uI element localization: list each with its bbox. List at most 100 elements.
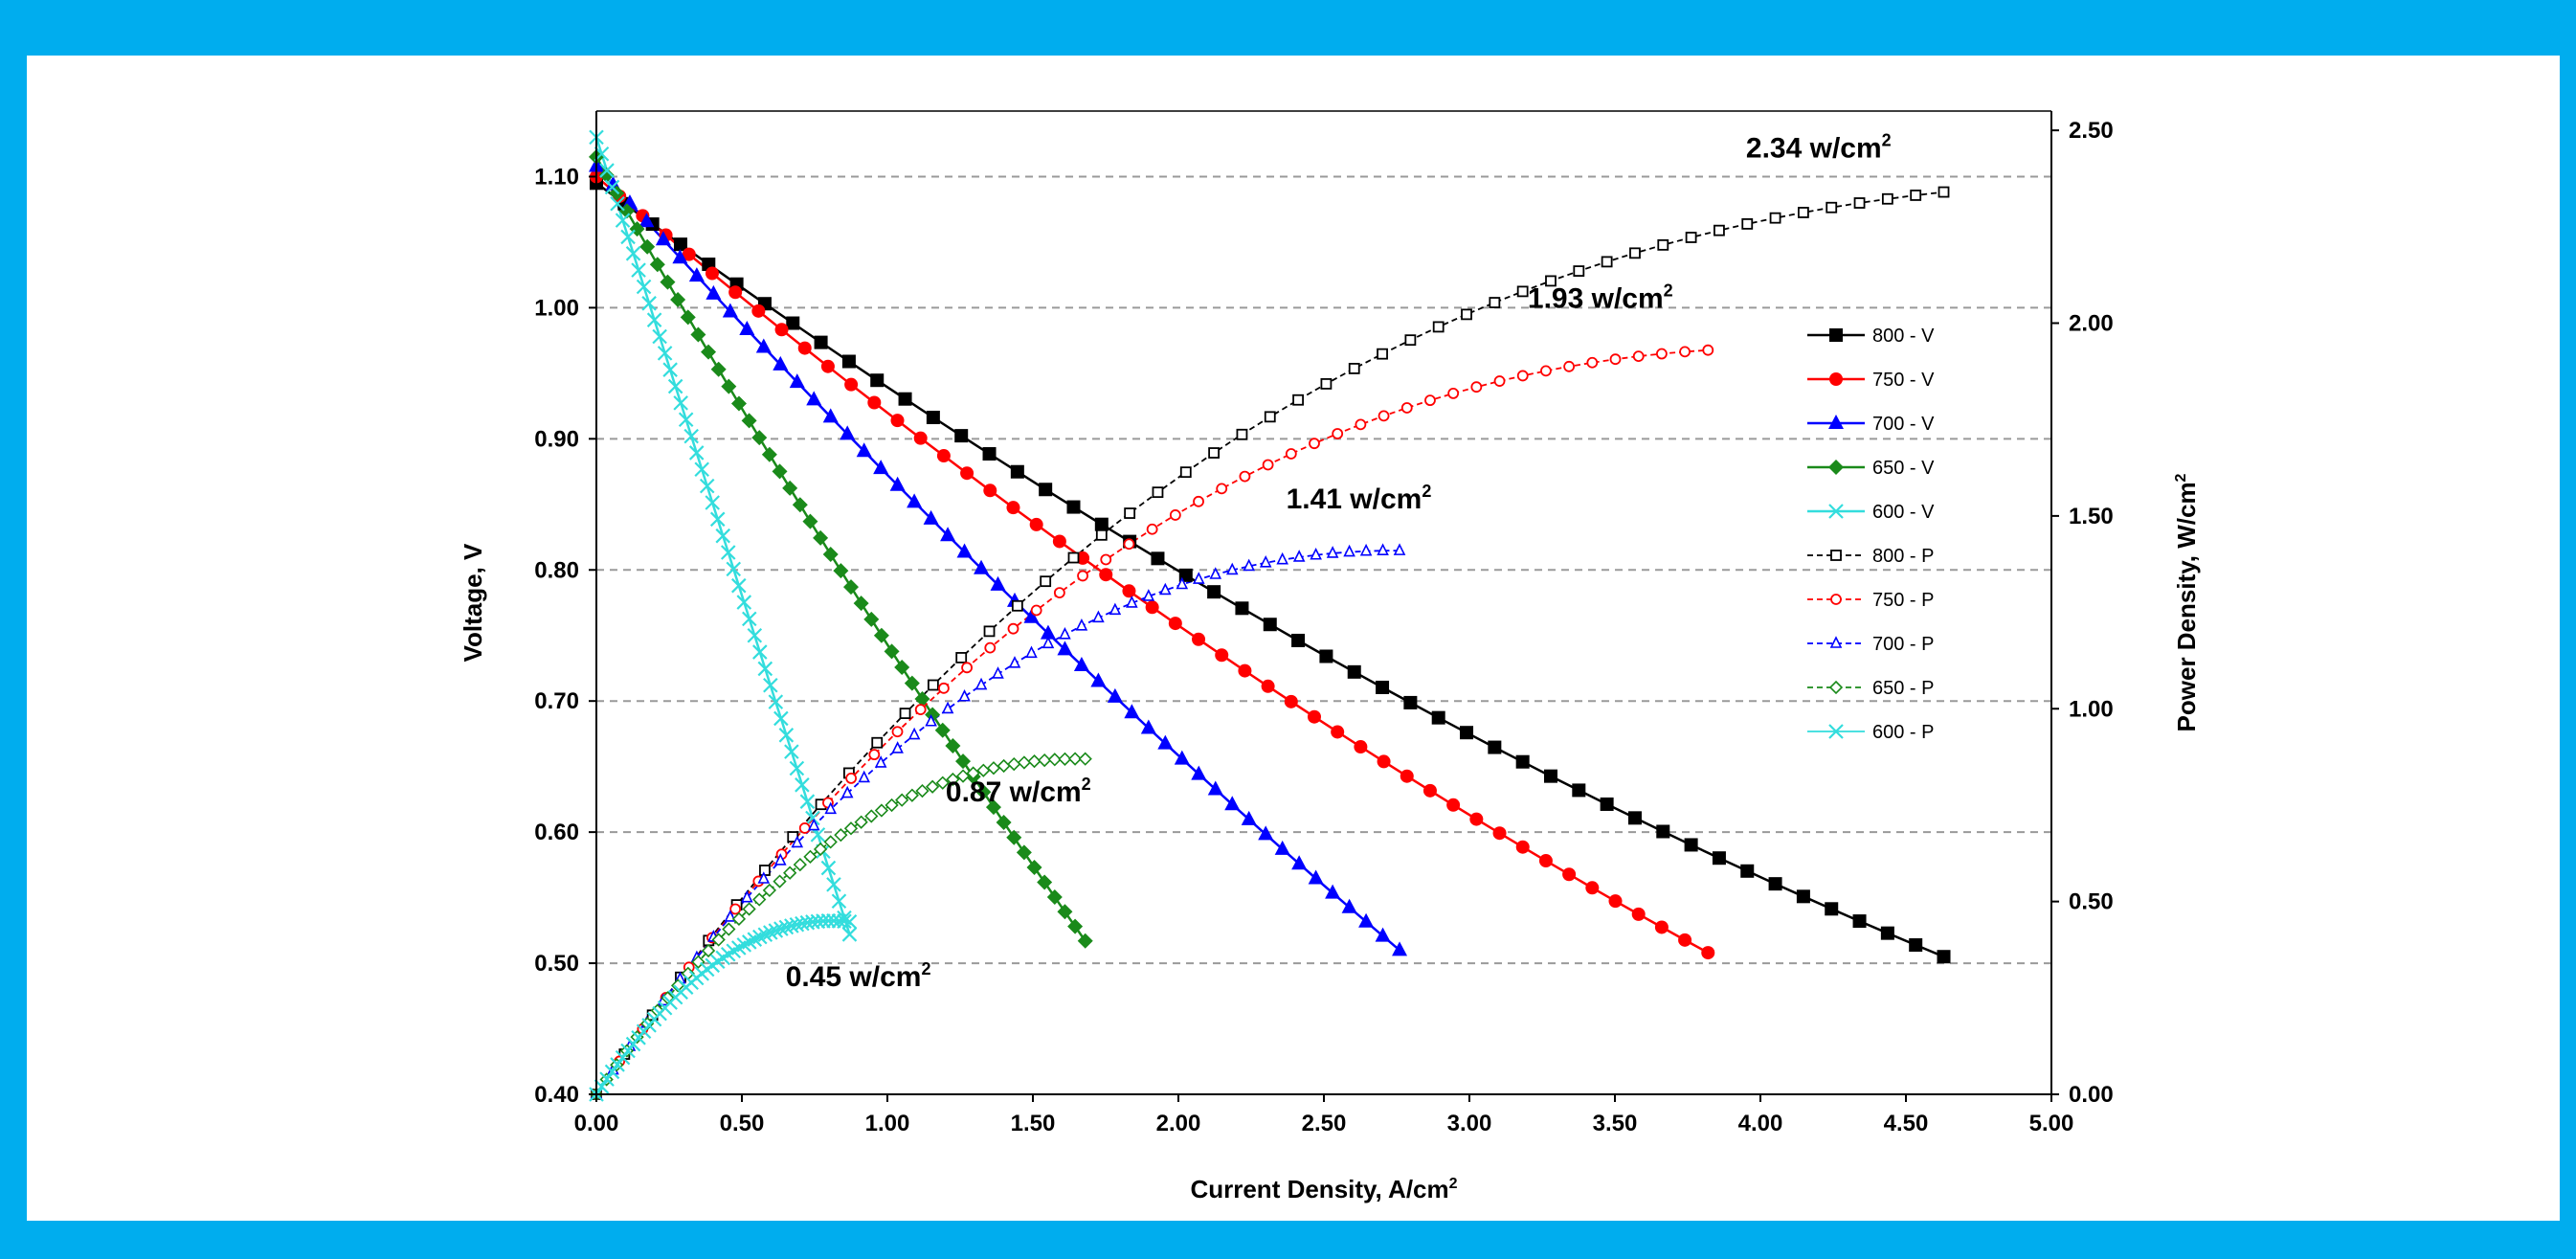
data-point (1225, 562, 1239, 575)
data-point (1446, 798, 1461, 812)
x-tick-label: 0.00 (574, 1111, 619, 1136)
data-point (1207, 780, 1223, 796)
data-point (751, 304, 766, 318)
data-point (1701, 946, 1715, 960)
data-point (1124, 507, 1136, 519)
legend-label: 650 - P (1872, 678, 1934, 699)
data-point (1375, 927, 1391, 942)
data-point (755, 338, 772, 353)
data-point (1123, 538, 1135, 551)
data-point (856, 442, 872, 458)
data-point (1026, 859, 1042, 875)
legend-label: 600 - V (1872, 502, 1935, 523)
data-point (1259, 555, 1272, 568)
data-point (983, 625, 996, 638)
data-point (1563, 360, 1576, 372)
x-tick-label: 3.50 (1593, 1111, 1638, 1136)
data-point (1515, 840, 1530, 854)
data-point (1025, 645, 1038, 659)
data-point (1798, 207, 1809, 218)
data-point (1540, 365, 1552, 377)
data-point (620, 229, 636, 245)
data-point (820, 359, 835, 373)
series-lines (594, 137, 1944, 1095)
data-point (1145, 600, 1159, 615)
data-point (907, 727, 921, 740)
data-point (1047, 753, 1062, 767)
data-point (1403, 695, 1418, 709)
y-tick-label: 0.90 (534, 426, 579, 452)
data-point (1029, 517, 1043, 531)
data-point (682, 247, 696, 261)
data-point (966, 766, 980, 780)
y-tick-label: 0.70 (534, 688, 579, 714)
data-point (1332, 428, 1344, 439)
legend-marker (1829, 636, 1843, 648)
data-point (955, 652, 968, 663)
data-point (772, 463, 788, 480)
data-point (604, 1064, 620, 1080)
data-point (1492, 826, 1507, 841)
data-point (997, 758, 1011, 774)
data-point (639, 238, 656, 255)
legend-label: 700 - P (1872, 634, 1934, 655)
data-point (1193, 495, 1204, 507)
data-point (1261, 679, 1275, 693)
data-point (1354, 740, 1368, 754)
data-point (1470, 381, 1483, 393)
data-point (1562, 867, 1577, 882)
data-point (1545, 275, 1557, 287)
data-point (806, 391, 822, 406)
data-point (841, 354, 856, 369)
data-point (870, 373, 885, 388)
data-point (822, 408, 839, 423)
data-point (1038, 753, 1052, 768)
data-point (1159, 582, 1172, 596)
data-point (667, 378, 683, 394)
legend-marker (1828, 724, 1844, 739)
x-tick-label: 3.00 (1447, 1111, 1492, 1136)
data-point (1157, 734, 1174, 750)
data-point (757, 661, 773, 677)
data-point (894, 660, 910, 676)
x-axis-title: Current Density, A/cm2 (1190, 1175, 1457, 1203)
data-point (604, 179, 620, 195)
data-point (798, 822, 811, 834)
data-point (934, 722, 951, 738)
data-point (1348, 363, 1360, 374)
data-point (1168, 617, 1182, 631)
data-point (670, 292, 686, 308)
data-point (891, 726, 904, 738)
data-point (762, 883, 777, 898)
data-point (996, 814, 1012, 830)
data-point (673, 237, 687, 252)
data-point (655, 231, 671, 246)
y2-tick-label: 2.50 (2069, 118, 2114, 144)
data-point (1179, 466, 1192, 479)
data-point (1320, 378, 1333, 390)
data-point (925, 713, 937, 727)
data-point (826, 877, 841, 892)
data-point (1515, 754, 1530, 769)
data-point (729, 903, 742, 915)
data-point (803, 849, 818, 864)
data-point (1176, 576, 1189, 590)
data-point (1067, 551, 1080, 564)
data-point (778, 728, 795, 743)
data-point (1192, 632, 1206, 646)
data-point (1543, 769, 1557, 783)
data-point (1208, 447, 1221, 459)
data-point (984, 641, 997, 654)
data-point (1236, 428, 1248, 440)
data-point (1053, 587, 1065, 598)
data-point (761, 446, 777, 462)
gridlines (596, 175, 2051, 965)
y2-tick-label: 1.50 (2069, 504, 2114, 529)
data-point (1291, 633, 1306, 647)
data-point (1016, 844, 1032, 861)
data-point (844, 377, 859, 392)
data-point (757, 927, 773, 943)
data-point (914, 704, 927, 716)
series-line-750-p (595, 348, 1709, 1095)
data-point (834, 828, 848, 843)
